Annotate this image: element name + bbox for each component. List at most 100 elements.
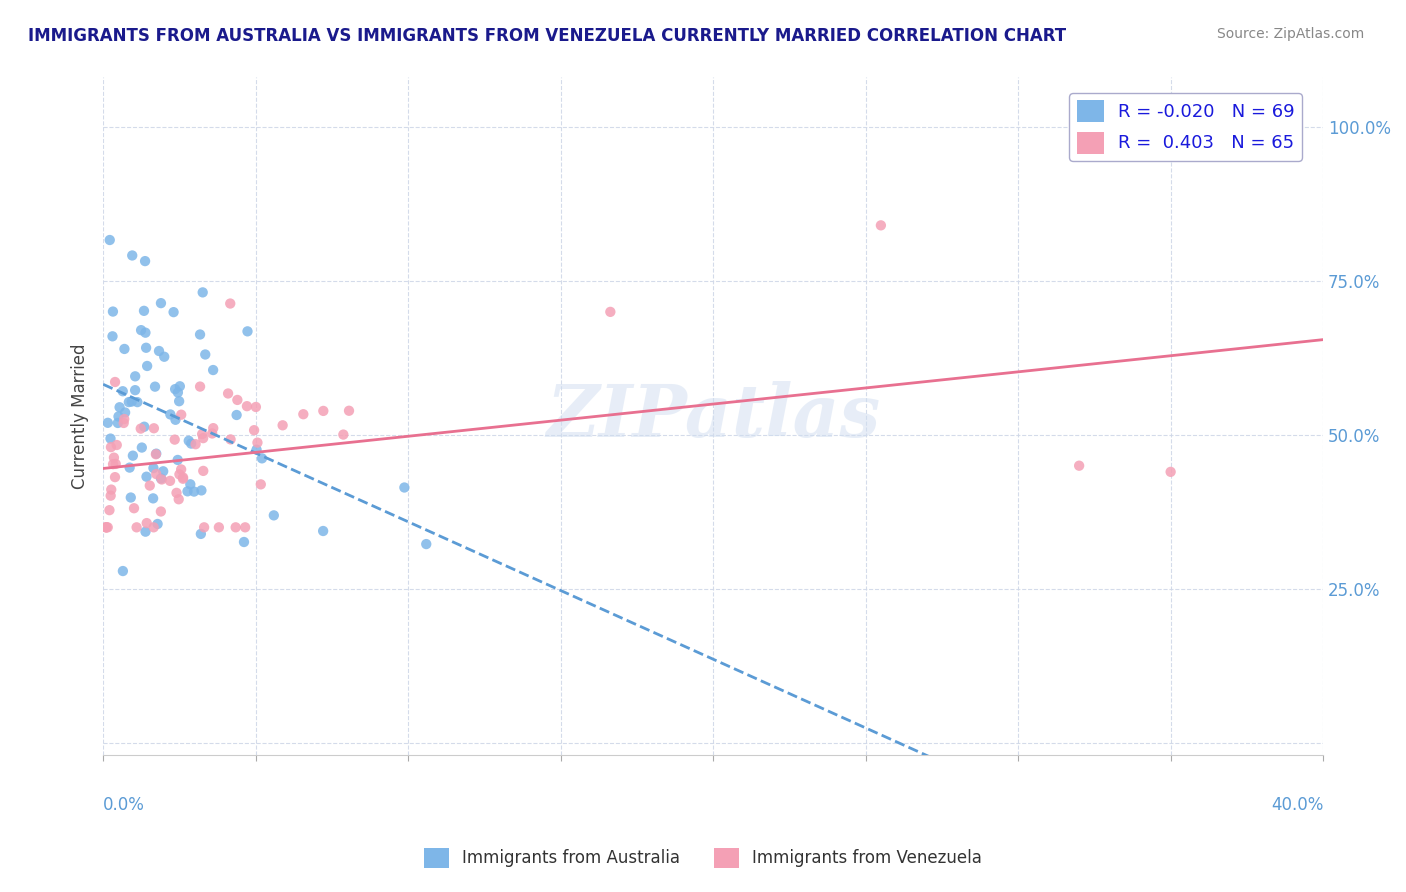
Point [108, 401, 131, 415]
Point [176, 484, 198, 499]
Point [96, 520, 118, 534]
Point [101, 457, 124, 471]
Point [172, 472, 194, 486]
Point [243, 423, 266, 437]
Point [134, 254, 156, 268]
Point [127, 395, 149, 409]
Point [190, 527, 212, 541]
Text: ZIPatlas: ZIPatlas [546, 381, 880, 452]
Point [190, 483, 212, 498]
Point [225, 520, 247, 534]
Point [98, 233, 121, 247]
Point [107, 409, 129, 424]
Point [1160, 465, 1182, 479]
Point [120, 491, 142, 505]
Point [177, 434, 200, 448]
Point [337, 403, 360, 417]
Point [415, 537, 437, 551]
Point [146, 516, 169, 531]
Point [135, 469, 157, 483]
Point [312, 404, 335, 418]
Point [122, 449, 145, 463]
Point [129, 421, 152, 435]
Point [188, 327, 211, 342]
Point [121, 394, 143, 409]
Point [101, 329, 124, 343]
Point [165, 413, 187, 427]
Point [172, 470, 194, 484]
Point [191, 431, 214, 445]
Point [191, 427, 214, 442]
Point [163, 433, 186, 447]
Point [599, 305, 621, 319]
Point [226, 392, 249, 407]
Point [263, 508, 285, 523]
Point [870, 219, 893, 233]
Point [166, 453, 188, 467]
Point [219, 296, 242, 310]
Point [188, 379, 211, 393]
Point [104, 457, 127, 471]
Point [1069, 458, 1091, 473]
Point [131, 441, 153, 455]
Point [219, 433, 242, 447]
Point [194, 347, 217, 361]
Point [132, 303, 155, 318]
Point [202, 421, 225, 435]
Point [245, 400, 267, 414]
Point [148, 344, 170, 359]
Point [169, 379, 191, 393]
Point [179, 477, 201, 491]
Point [112, 416, 135, 430]
Point [135, 516, 157, 530]
Y-axis label: Currently Married: Currently Married [72, 343, 89, 489]
Point [184, 437, 207, 451]
Text: 40.0%: 40.0% [1271, 796, 1323, 814]
Point [134, 524, 156, 539]
Point [142, 520, 165, 534]
Point [125, 520, 148, 534]
Point [170, 408, 193, 422]
Point [236, 399, 259, 413]
Legend: Immigrants from Australia, Immigrants from Venezuela: Immigrants from Australia, Immigrants fr… [418, 841, 988, 875]
Point [142, 461, 165, 475]
Point [107, 416, 129, 430]
Point [111, 564, 134, 578]
Point [112, 342, 135, 356]
Point [96, 520, 118, 534]
Point [104, 375, 127, 389]
Point [225, 408, 247, 422]
Point [124, 383, 146, 397]
Point [271, 418, 294, 433]
Point [249, 477, 271, 491]
Point [159, 408, 181, 422]
Text: IMMIGRANTS FROM AUSTRALIA VS IMMIGRANTS FROM VENEZUELA CURRENTLY MARRIED CORRELA: IMMIGRANTS FROM AUSTRALIA VS IMMIGRANTS … [28, 27, 1066, 45]
Legend: R = -0.020   N = 69, R =  0.403   N = 65: R = -0.020 N = 69, R = 0.403 N = 65 [1070, 94, 1302, 161]
Point [100, 440, 122, 454]
Point [114, 405, 136, 419]
Text: 0.0%: 0.0% [103, 796, 145, 814]
Point [129, 323, 152, 337]
Point [202, 363, 225, 377]
Point [191, 285, 214, 300]
Point [122, 501, 145, 516]
Point [166, 486, 188, 500]
Point [112, 412, 135, 426]
Point [100, 432, 122, 446]
Point [167, 394, 190, 409]
Point [152, 464, 174, 478]
Point [233, 520, 256, 534]
Point [100, 483, 122, 497]
Point [139, 478, 162, 492]
Point [149, 296, 172, 310]
Point [97, 416, 120, 430]
Point [150, 473, 173, 487]
Point [142, 491, 165, 506]
Point [167, 492, 190, 507]
Point [104, 470, 127, 484]
Point [135, 341, 157, 355]
Point [170, 462, 193, 476]
Point [193, 464, 215, 478]
Point [124, 369, 146, 384]
Point [193, 520, 215, 534]
